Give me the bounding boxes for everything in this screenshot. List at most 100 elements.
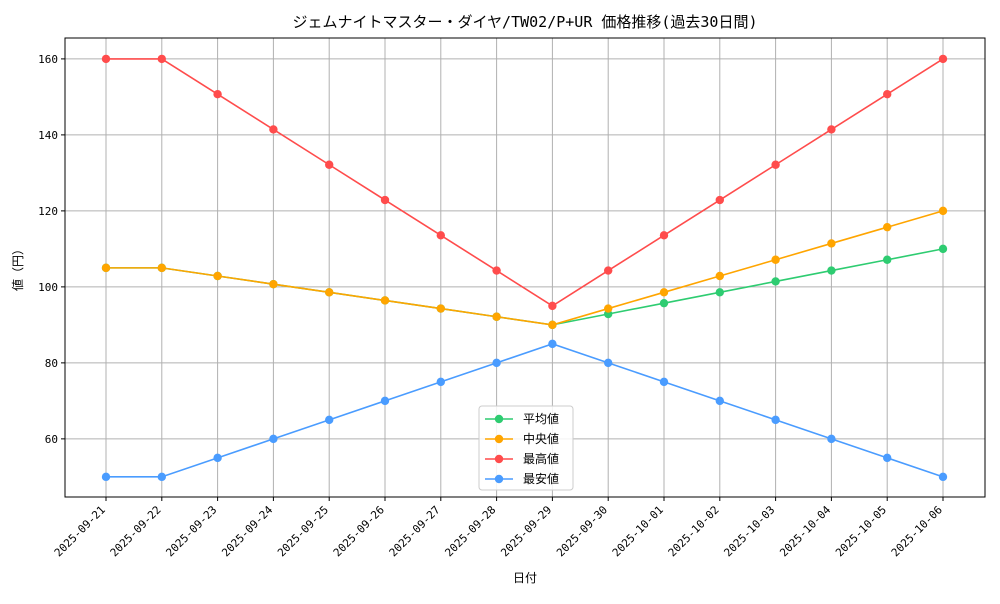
data-point bbox=[436, 377, 445, 387]
data-point bbox=[492, 266, 501, 275]
series-lines bbox=[101, 54, 948, 482]
legend-marker bbox=[494, 454, 504, 464]
legend-marker bbox=[494, 474, 504, 484]
data-point bbox=[213, 453, 222, 463]
legend-marker bbox=[494, 434, 504, 444]
chart-title: ジェムナイトマスター・ダイヤ/TW02/P+UR 価格推移(過去30日間) bbox=[292, 13, 757, 31]
data-point bbox=[827, 434, 836, 444]
x-tick-label: 2025-09-26 bbox=[331, 503, 387, 559]
data-point bbox=[101, 54, 111, 64]
legend-label: 最高値 bbox=[523, 451, 559, 466]
data-point bbox=[715, 271, 724, 281]
x-tick-label: 2025-09-24 bbox=[219, 503, 275, 559]
x-tick-label: 2025-10-03 bbox=[721, 503, 777, 559]
y-tick-label: 120 bbox=[38, 205, 58, 218]
plot-frame bbox=[64, 37, 986, 498]
data-point bbox=[771, 415, 780, 425]
data-point bbox=[269, 125, 278, 134]
series-line bbox=[106, 210, 944, 326]
data-point bbox=[771, 255, 780, 264]
data-point bbox=[715, 288, 724, 297]
legend-box bbox=[478, 405, 574, 491]
series-line bbox=[106, 343, 944, 478]
x-tick-label: 2025-10-05 bbox=[833, 503, 889, 559]
data-point bbox=[604, 358, 613, 368]
data-point bbox=[883, 255, 892, 264]
data-point bbox=[548, 320, 557, 330]
x-tick-label: 2025-10-01 bbox=[610, 503, 666, 559]
y-axis: 60 80 100 120 140 160 bbox=[38, 53, 65, 446]
series-最高値 bbox=[101, 54, 948, 311]
data-point bbox=[604, 304, 613, 313]
data-point bbox=[771, 277, 780, 286]
series-最安値 bbox=[101, 339, 948, 482]
data-point bbox=[325, 288, 334, 297]
data-point bbox=[101, 263, 111, 273]
data-point bbox=[157, 472, 166, 482]
legend-label: 中央値 bbox=[523, 431, 559, 446]
data-point bbox=[715, 396, 724, 406]
data-point bbox=[213, 271, 222, 281]
data-point bbox=[436, 304, 445, 313]
y-axis-label: 値（円） bbox=[10, 243, 25, 291]
data-point bbox=[269, 434, 278, 444]
x-tick-label: 2025-10-02 bbox=[666, 503, 722, 559]
x-axis: 2025-09-21 2025-09-22 2025-09-23 2025-09-24… bbox=[52, 497, 945, 559]
y-tick-label: 140 bbox=[38, 129, 58, 142]
data-point bbox=[492, 358, 501, 368]
data-point bbox=[771, 160, 780, 169]
x-tick-label: 2025-09-28 bbox=[442, 503, 498, 559]
x-axis-label: 日付 bbox=[513, 571, 537, 585]
data-point bbox=[157, 54, 166, 64]
data-point bbox=[101, 472, 111, 482]
data-point bbox=[938, 244, 948, 254]
series-line bbox=[106, 58, 944, 307]
y-tick-label: 80 bbox=[45, 357, 58, 370]
data-point bbox=[938, 472, 948, 482]
data-point bbox=[659, 298, 669, 308]
data-point bbox=[548, 339, 557, 349]
data-point bbox=[604, 266, 613, 275]
data-point bbox=[883, 89, 892, 99]
data-point bbox=[827, 266, 836, 275]
data-point bbox=[659, 231, 669, 240]
x-tick-label: 2025-09-27 bbox=[387, 503, 443, 559]
data-point bbox=[827, 239, 836, 248]
y-tick-label: 60 bbox=[45, 433, 58, 446]
data-point bbox=[325, 415, 334, 425]
x-tick-label: 2025-09-21 bbox=[52, 503, 108, 559]
x-tick-label: 2025-09-25 bbox=[275, 503, 331, 559]
x-tick-label: 2025-09-23 bbox=[163, 503, 219, 559]
data-point bbox=[157, 263, 166, 273]
data-point bbox=[827, 125, 836, 134]
data-point bbox=[492, 312, 501, 321]
data-point bbox=[269, 279, 278, 289]
data-point bbox=[715, 195, 724, 205]
x-tick-label: 2025-10-06 bbox=[889, 503, 945, 559]
data-point bbox=[436, 231, 445, 240]
data-point bbox=[548, 301, 557, 311]
data-point bbox=[938, 206, 948, 216]
data-point bbox=[325, 160, 334, 169]
data-point bbox=[659, 288, 669, 297]
data-point bbox=[380, 296, 390, 305]
data-point bbox=[883, 453, 892, 463]
data-point bbox=[213, 89, 222, 99]
data-point bbox=[380, 195, 390, 205]
x-tick-label: 2025-09-22 bbox=[108, 503, 164, 559]
y-tick-label: 100 bbox=[38, 281, 58, 294]
data-point bbox=[380, 396, 390, 406]
data-point bbox=[938, 54, 948, 64]
x-tick-label: 2025-10-04 bbox=[777, 503, 833, 559]
y-tick-label: 160 bbox=[38, 53, 58, 66]
x-tick-label: 2025-09-30 bbox=[554, 503, 610, 559]
legend-label: 最安値 bbox=[523, 471, 559, 486]
series-中央値 bbox=[101, 206, 948, 330]
legend-marker bbox=[494, 414, 504, 424]
legend-label: 平均値 bbox=[523, 411, 559, 426]
data-point bbox=[883, 222, 892, 232]
x-tick-label: 2025-09-29 bbox=[498, 503, 554, 559]
data-point bbox=[659, 377, 669, 387]
